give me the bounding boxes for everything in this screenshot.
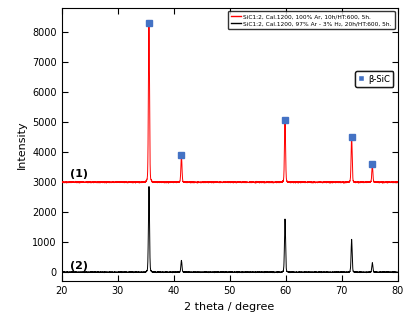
X-axis label: 2 theta / degree: 2 theta / degree bbox=[185, 302, 275, 312]
Legend: β-SiC: β-SiC bbox=[355, 71, 393, 87]
Y-axis label: Intensity: Intensity bbox=[16, 120, 26, 169]
Text: (2): (2) bbox=[70, 261, 88, 271]
Text: (1): (1) bbox=[70, 169, 88, 179]
